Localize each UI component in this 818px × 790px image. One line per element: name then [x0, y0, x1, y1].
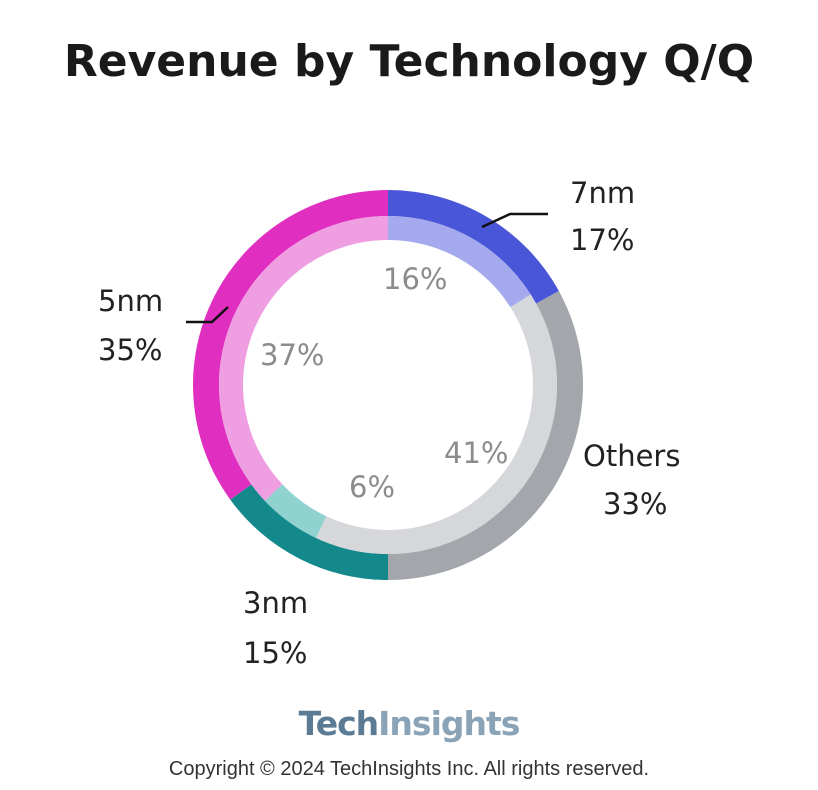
chart-title: Revenue by Technology Q/Q: [63, 36, 755, 87]
label-others-value: 33%: [603, 487, 667, 521]
outer-slice-3nm: [230, 484, 388, 580]
donut-chart: 7nm 17% Others 33% 3nm 15% 5nm 35% 16% 4…: [98, 176, 680, 670]
inner-label-7nm: 16%: [383, 262, 447, 296]
label-3nm-value: 15%: [243, 636, 307, 670]
label-7nm-category: 7nm: [570, 176, 635, 210]
label-5nm-value: 35%: [98, 333, 162, 367]
inner-label-3nm: 6%: [349, 470, 395, 504]
inner-label-others: 41%: [444, 436, 508, 470]
inner-label-5nm: 37%: [260, 338, 324, 372]
label-3nm-category: 3nm: [243, 586, 308, 620]
inner-slice-5nm: [218, 216, 388, 501]
label-5nm-category: 5nm: [98, 284, 163, 318]
brand-part2: Insights: [378, 704, 520, 743]
inner-ring: [218, 216, 557, 554]
outer-slice-5nm: [193, 190, 388, 500]
inner-slice-3nm: [264, 484, 327, 538]
leader-line-7nm: [481, 212, 548, 229]
leader-lines: [186, 212, 548, 324]
copyright-notice: Copyright © 2024 TechInsights Inc. All r…: [168, 758, 650, 780]
techinsights-logo: TechInsights: [0, 704, 818, 743]
label-7nm-value: 17%: [570, 223, 634, 257]
leader-line-5nm: [186, 306, 229, 324]
outer-slice-others: [388, 291, 583, 580]
label-others-category: Others: [583, 439, 680, 473]
inner-slice-others: [316, 294, 557, 554]
inner-slice-7nm: [388, 216, 531, 308]
outer-ring: [193, 190, 583, 580]
outer-slice-7nm: [388, 190, 559, 304]
brand-part1: Tech: [298, 704, 380, 743]
